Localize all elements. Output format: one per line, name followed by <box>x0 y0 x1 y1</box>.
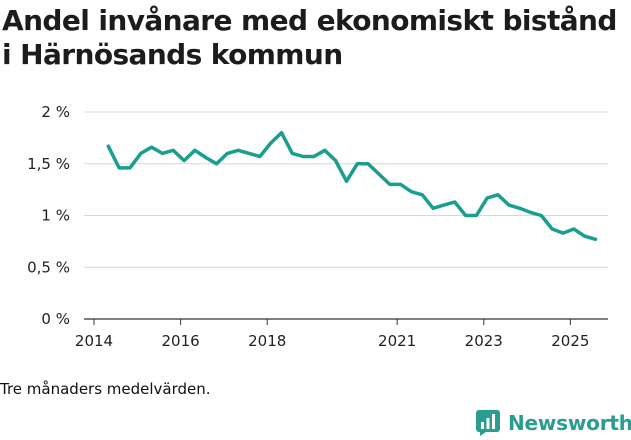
data-point <box>496 193 500 196</box>
y-tick-label: 1 % <box>41 207 70 225</box>
brand-name: Newsworthy <box>508 411 631 435</box>
data-point <box>572 227 575 231</box>
data-point <box>128 166 132 170</box>
data-point <box>551 227 554 231</box>
data-point <box>107 145 110 148</box>
data-point <box>507 203 511 207</box>
data-point <box>356 162 359 165</box>
data-point <box>172 149 175 152</box>
data-point <box>237 149 240 152</box>
y-tick-label: 1,5 % <box>27 155 70 173</box>
x-tick-label: 2021 <box>378 332 416 350</box>
data-point <box>182 159 186 162</box>
data-point <box>475 214 478 217</box>
data-point <box>247 152 251 155</box>
data-point <box>377 172 381 176</box>
data-point <box>431 207 435 210</box>
data-point <box>269 141 272 145</box>
data-point <box>291 152 294 155</box>
data-point <box>139 152 142 155</box>
y-tick-label: 2 % <box>41 103 70 121</box>
data-point <box>117 166 121 170</box>
data-point <box>280 131 283 134</box>
data-point <box>486 196 489 200</box>
data-point <box>161 152 164 155</box>
chart-caption: Tre månaders medelvärden. <box>0 380 211 398</box>
data-point <box>529 211 532 214</box>
data-point <box>594 238 597 241</box>
data-point <box>540 214 543 217</box>
data-point <box>366 162 370 165</box>
x-tick-label: 2025 <box>551 332 589 350</box>
data-point <box>388 183 391 186</box>
data-point <box>442 203 446 207</box>
data-point <box>323 149 326 152</box>
data-point <box>410 190 413 193</box>
data-point <box>258 155 262 158</box>
data-point <box>312 155 316 158</box>
data-point <box>518 207 521 210</box>
y-axis-ticks: 0 % 0,5 % 1 % 1,5 % 2 % <box>27 103 70 328</box>
data-point <box>345 180 348 183</box>
data-point <box>215 162 218 165</box>
data-point <box>399 183 402 186</box>
data-point <box>302 155 305 158</box>
x-tick-label: 2014 <box>75 332 113 350</box>
y-tick-label: 0,5 % <box>27 258 70 276</box>
x-axis-ticks: 2014 2016 2018 2021 2023 2025 <box>75 319 589 350</box>
series-group <box>106 130 598 242</box>
y-tick-label: 0 % <box>41 310 70 328</box>
newsworthy-brand[interactable]: Newsworthy <box>476 406 631 440</box>
data-point <box>561 231 565 235</box>
data-point <box>421 193 424 196</box>
chart-title: Andel invånare med ekonomiskt bistånd i … <box>2 4 617 71</box>
x-tick-label: 2016 <box>162 332 200 350</box>
x-tick-label: 2018 <box>248 332 286 350</box>
series-line <box>106 130 598 242</box>
data-point <box>226 152 229 155</box>
data-point <box>334 159 337 162</box>
data-point <box>150 146 153 149</box>
data-point <box>453 200 456 204</box>
data-point <box>204 156 207 159</box>
data-point <box>583 235 586 238</box>
newsworthy-logo-icon <box>476 410 500 436</box>
data-point <box>464 214 467 217</box>
gridlines <box>84 111 608 320</box>
x-tick-label: 2023 <box>465 332 503 350</box>
data-point <box>193 149 197 152</box>
